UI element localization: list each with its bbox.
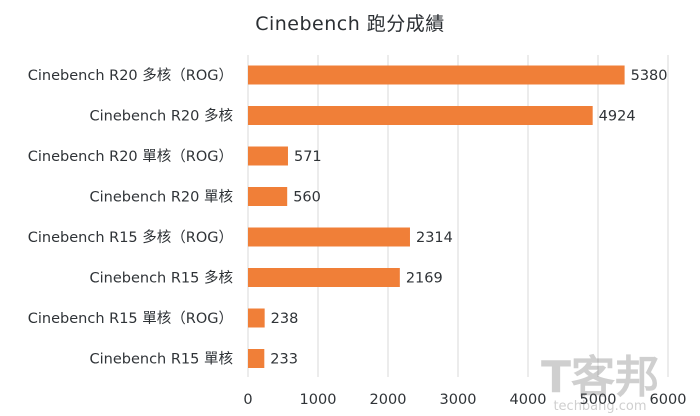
value-labels: 5380 4924 571 560 2314 2169 238 233 bbox=[270, 68, 667, 368]
data-label-1: 4924 bbox=[599, 109, 636, 125]
category-label-4: Cinebench R15 多核（ROG） bbox=[28, 229, 233, 246]
data-label-0: 5380 bbox=[631, 68, 668, 84]
x-axis-ticks: 0 1000 2000 3000 4000 5000 6000 bbox=[243, 392, 686, 408]
data-label-6: 238 bbox=[271, 311, 299, 327]
x-tick-label-3000: 3000 bbox=[440, 392, 477, 408]
x-tick-label-5000: 5000 bbox=[580, 392, 617, 408]
category-label-5: Cinebench R15 多核 bbox=[90, 270, 234, 287]
gridlines bbox=[247, 55, 669, 377]
category-label-7: Cinebench R15 單核 bbox=[90, 351, 234, 368]
techbang-watermark-logo: T客邦 techbang.com bbox=[541, 352, 659, 414]
data-label-3: 560 bbox=[293, 190, 321, 206]
x-tick-label-0: 0 bbox=[243, 392, 252, 408]
bars bbox=[248, 65, 625, 368]
chart-title: Cinebench 跑分成績 bbox=[255, 13, 445, 35]
data-label-4: 2314 bbox=[416, 230, 453, 246]
category-label-1: Cinebench R20 多核 bbox=[90, 108, 234, 125]
category-label-6: Cinebench R15 單核（ROG） bbox=[28, 310, 233, 327]
category-labels: Cinebench R20 多核（ROG） Cinebench R20 多核 Cin… bbox=[28, 67, 233, 368]
bar-7 bbox=[248, 349, 265, 368]
data-label-7: 233 bbox=[270, 352, 298, 368]
svg-text:techbang.com: techbang.com bbox=[553, 399, 646, 414]
x-tick-label-4000: 4000 bbox=[510, 392, 547, 408]
data-label-5: 2169 bbox=[406, 271, 443, 287]
category-label-2: Cinebench R20 單核（ROG） bbox=[28, 148, 233, 165]
data-label-2: 571 bbox=[294, 149, 322, 165]
x-tick-label-2000: 2000 bbox=[370, 392, 407, 408]
bar-0 bbox=[248, 65, 625, 85]
x-tick-label-6000: 6000 bbox=[650, 392, 687, 408]
category-label-0: Cinebench R20 多核（ROG） bbox=[28, 67, 233, 84]
category-label-3: Cinebench R20 單核 bbox=[90, 189, 234, 206]
bar-6 bbox=[248, 308, 265, 328]
x-tick-label-1000: 1000 bbox=[300, 392, 337, 408]
bar-4 bbox=[248, 227, 410, 247]
bar-3 bbox=[248, 187, 288, 206]
bar-2 bbox=[248, 146, 288, 166]
bar-5 bbox=[248, 268, 400, 287]
svg-text:T客邦: T客邦 bbox=[541, 352, 659, 403]
bar-1 bbox=[248, 106, 593, 125]
